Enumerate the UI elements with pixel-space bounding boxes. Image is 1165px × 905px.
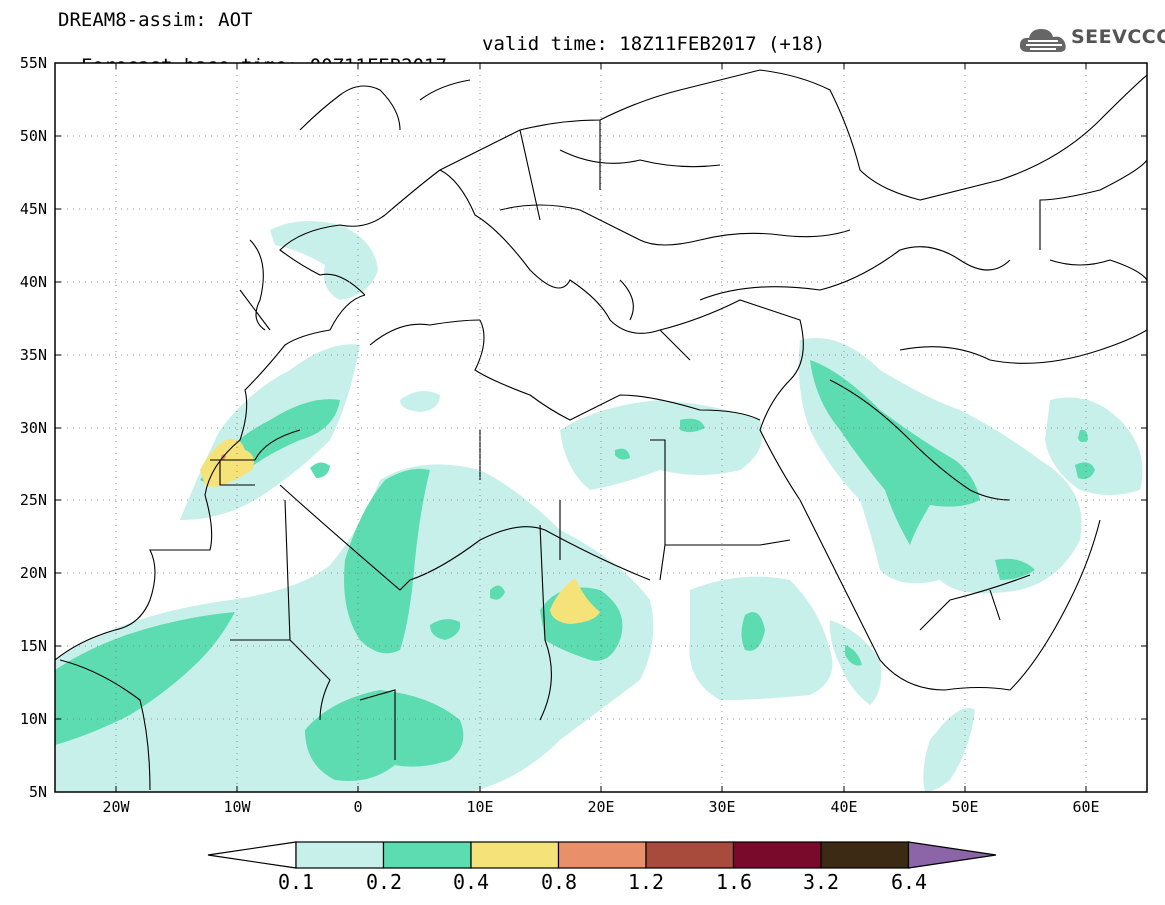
cloud-icon	[1019, 29, 1066, 52]
colorbar-swatch	[732, 841, 822, 869]
colorbar-label: 0.4	[452, 870, 490, 894]
lon-label: 50E	[951, 798, 979, 816]
colorbar-label: 0.2	[365, 870, 403, 894]
lat-label: 20N	[19, 564, 47, 582]
seevccc-logo: SEEVCCC	[1018, 24, 1165, 56]
aot-field	[55, 221, 1143, 792]
lon-label: 40E	[830, 798, 858, 816]
colorbar-label: 6.4	[890, 870, 928, 894]
lat-label: 30N	[19, 419, 47, 437]
colorbar-swatch	[470, 841, 560, 869]
valid-time: valid time: 18Z11FEB2017 (+18)	[482, 33, 826, 55]
lat-label: 25N	[19, 491, 47, 509]
colorbar-label: 3.2	[802, 870, 840, 894]
colorbar-label: 0.1	[277, 870, 315, 894]
lat-label: 45N	[19, 200, 47, 218]
lon-label: 20E	[587, 798, 615, 816]
colorbar-label: 1.2	[627, 870, 665, 894]
colorbar-swatch	[382, 841, 472, 869]
lat-label: 50N	[19, 127, 47, 145]
aot-0.4-0.8	[200, 438, 600, 624]
colorbar-swatch	[820, 841, 910, 869]
lat-label: 15N	[19, 637, 47, 655]
colorbar	[207, 841, 997, 869]
lat-lon-grid	[55, 63, 1147, 792]
lon-label: 20W	[102, 798, 130, 816]
colorbar-swatch	[295, 841, 385, 869]
logo-text: SEEVCCC	[1071, 26, 1165, 48]
map-title: DREAM8-assim: AOT	[58, 9, 253, 31]
lon-label: 30E	[708, 798, 736, 816]
map-frame	[54, 62, 1148, 793]
colorbar-swatch	[557, 841, 647, 869]
lon-label: 0	[353, 798, 363, 816]
lat-label: 40N	[19, 273, 47, 291]
colorbar-high-arrow	[907, 841, 997, 869]
lat-label: 35N	[19, 346, 47, 364]
lat-label: 55N	[19, 54, 47, 72]
colorbar-label: 0.8	[540, 870, 578, 894]
colorbar-swatch	[645, 841, 735, 869]
lat-label: 5N	[28, 783, 47, 801]
lat-label: 10N	[19, 710, 47, 728]
axis-ticks	[55, 63, 1147, 792]
lon-label: 10E	[466, 798, 494, 816]
coastlines-borders	[55, 69, 1147, 791]
colorbar-low-arrow	[207, 841, 297, 869]
colorbar-label: 1.6	[715, 870, 753, 894]
lon-label: 60E	[1072, 798, 1100, 816]
lon-label: 10W	[223, 798, 251, 816]
